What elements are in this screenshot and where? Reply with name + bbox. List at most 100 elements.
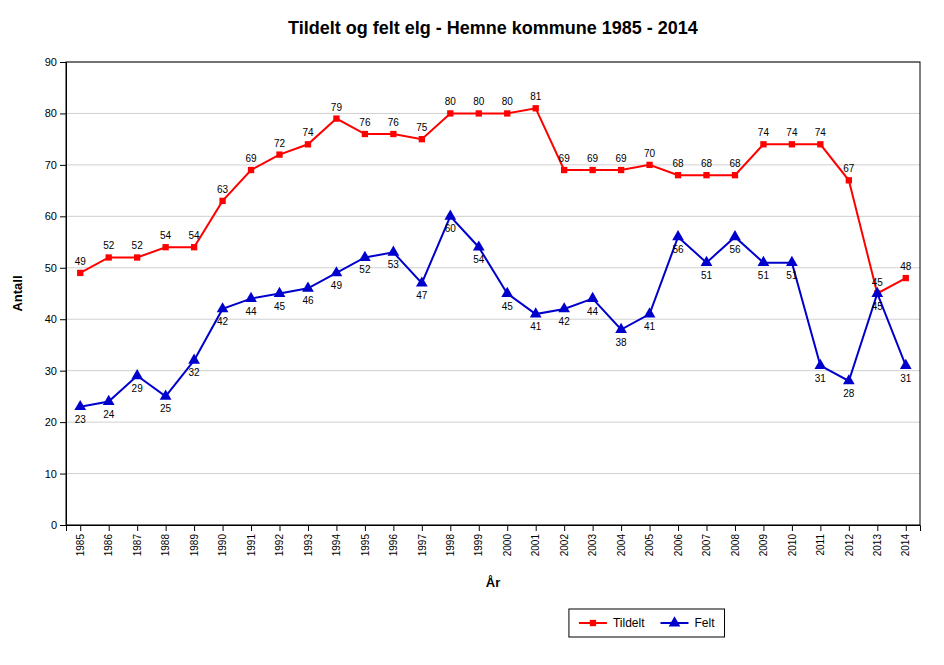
data-label: 31 (900, 373, 912, 384)
data-label: 68 (701, 158, 713, 169)
data-label: 42 (559, 316, 571, 327)
tick-label: 1992 (274, 534, 285, 557)
x-tick: 2014 (900, 525, 911, 556)
tick-label: 2001 (530, 534, 541, 557)
marker (106, 254, 112, 260)
tick-label: 2014 (900, 534, 911, 557)
data-label: 80 (473, 96, 485, 107)
marker (615, 323, 627, 333)
marker (675, 172, 681, 178)
marker (760, 141, 766, 147)
data-label: 80 (445, 96, 457, 107)
marker (903, 275, 909, 281)
tick-label: 1989 (189, 534, 200, 557)
marker (387, 246, 399, 256)
marker (77, 270, 83, 276)
tick-mark (280, 525, 281, 531)
x-tick: 2010 (787, 525, 798, 556)
tick-label: 2010 (787, 534, 798, 557)
tick-label: 1993 (303, 534, 314, 557)
marker (362, 131, 368, 137)
tick-mark (60, 268, 66, 269)
tick-label: 2002 (559, 534, 570, 557)
marker (476, 110, 482, 116)
data-label: 75 (416, 122, 428, 133)
tick-mark (849, 525, 850, 531)
marker (162, 244, 168, 250)
data-label: 49 (331, 280, 343, 291)
tick-label: 2004 (616, 534, 627, 557)
marker (644, 307, 656, 317)
x-tick: 2012 (844, 525, 855, 556)
data-label: 74 (786, 127, 798, 138)
tick-mark (60, 319, 66, 320)
x-tick: 2009 (758, 525, 769, 556)
marker (390, 131, 396, 137)
x-tick: 1995 (360, 525, 371, 556)
data-label: 38 (616, 337, 628, 348)
data-label: 48 (900, 261, 912, 272)
marker (703, 172, 709, 178)
data-label: 25 (160, 403, 172, 414)
marker (359, 251, 371, 261)
tick-mark (422, 525, 423, 531)
tick-label: 1986 (103, 534, 114, 557)
tick-label: 1987 (132, 534, 143, 557)
data-label: 24 (103, 409, 115, 420)
legend-label: Felt (695, 616, 716, 630)
tick-mark (60, 62, 66, 63)
x-tick: 1997 (417, 525, 428, 556)
x-tick: 2011 (815, 525, 826, 556)
x-tick: 1990 (217, 525, 228, 556)
marker (447, 110, 453, 116)
tick-mark (60, 474, 66, 475)
data-label: 68 (729, 158, 741, 169)
x-tick: 2003 (587, 525, 598, 556)
tick-label: 1995 (360, 534, 371, 557)
marker (134, 254, 140, 260)
tick-mark (507, 525, 508, 531)
tick-label: 1998 (445, 534, 456, 557)
plot-frame (66, 62, 920, 525)
data-label: 63 (217, 184, 229, 195)
marker (900, 359, 912, 369)
tick-mark (60, 422, 66, 423)
tick-mark (621, 525, 622, 531)
y-axis-title: Antall (10, 275, 25, 311)
tick-mark (820, 525, 821, 531)
x-axis-title: År (486, 575, 500, 590)
tick-mark (564, 525, 565, 531)
marker (729, 230, 741, 240)
data-label: 80 (502, 96, 514, 107)
tick-label: 2009 (758, 534, 769, 557)
data-label: 29 (132, 383, 144, 394)
tick-mark (763, 525, 764, 531)
marker (248, 167, 254, 173)
tick-mark (393, 525, 394, 531)
data-label: 32 (189, 367, 201, 378)
data-label: 28 (843, 388, 855, 399)
data-label: 56 (729, 244, 741, 255)
marker (131, 369, 143, 379)
marker (789, 141, 795, 147)
data-label: 45 (502, 301, 514, 312)
marker (473, 240, 485, 250)
tick-mark (792, 525, 793, 531)
data-label: 81 (530, 91, 542, 102)
tick-mark (137, 525, 138, 531)
marker (846, 177, 852, 183)
data-label: 52 (359, 264, 371, 275)
x-tick: 1991 (246, 525, 257, 556)
data-label: 49 (75, 256, 87, 267)
tick-label: 2005 (644, 534, 655, 557)
marker (331, 266, 343, 276)
x-tick: 2002 (559, 525, 570, 556)
x-tick: 2013 (872, 525, 883, 556)
marker (558, 302, 570, 312)
data-label: 67 (843, 163, 855, 174)
tick-mark (536, 525, 537, 531)
marker (843, 374, 855, 384)
x-tick: 1998 (445, 525, 456, 556)
tick-label: 2007 (701, 534, 712, 557)
tick-mark (450, 525, 451, 531)
